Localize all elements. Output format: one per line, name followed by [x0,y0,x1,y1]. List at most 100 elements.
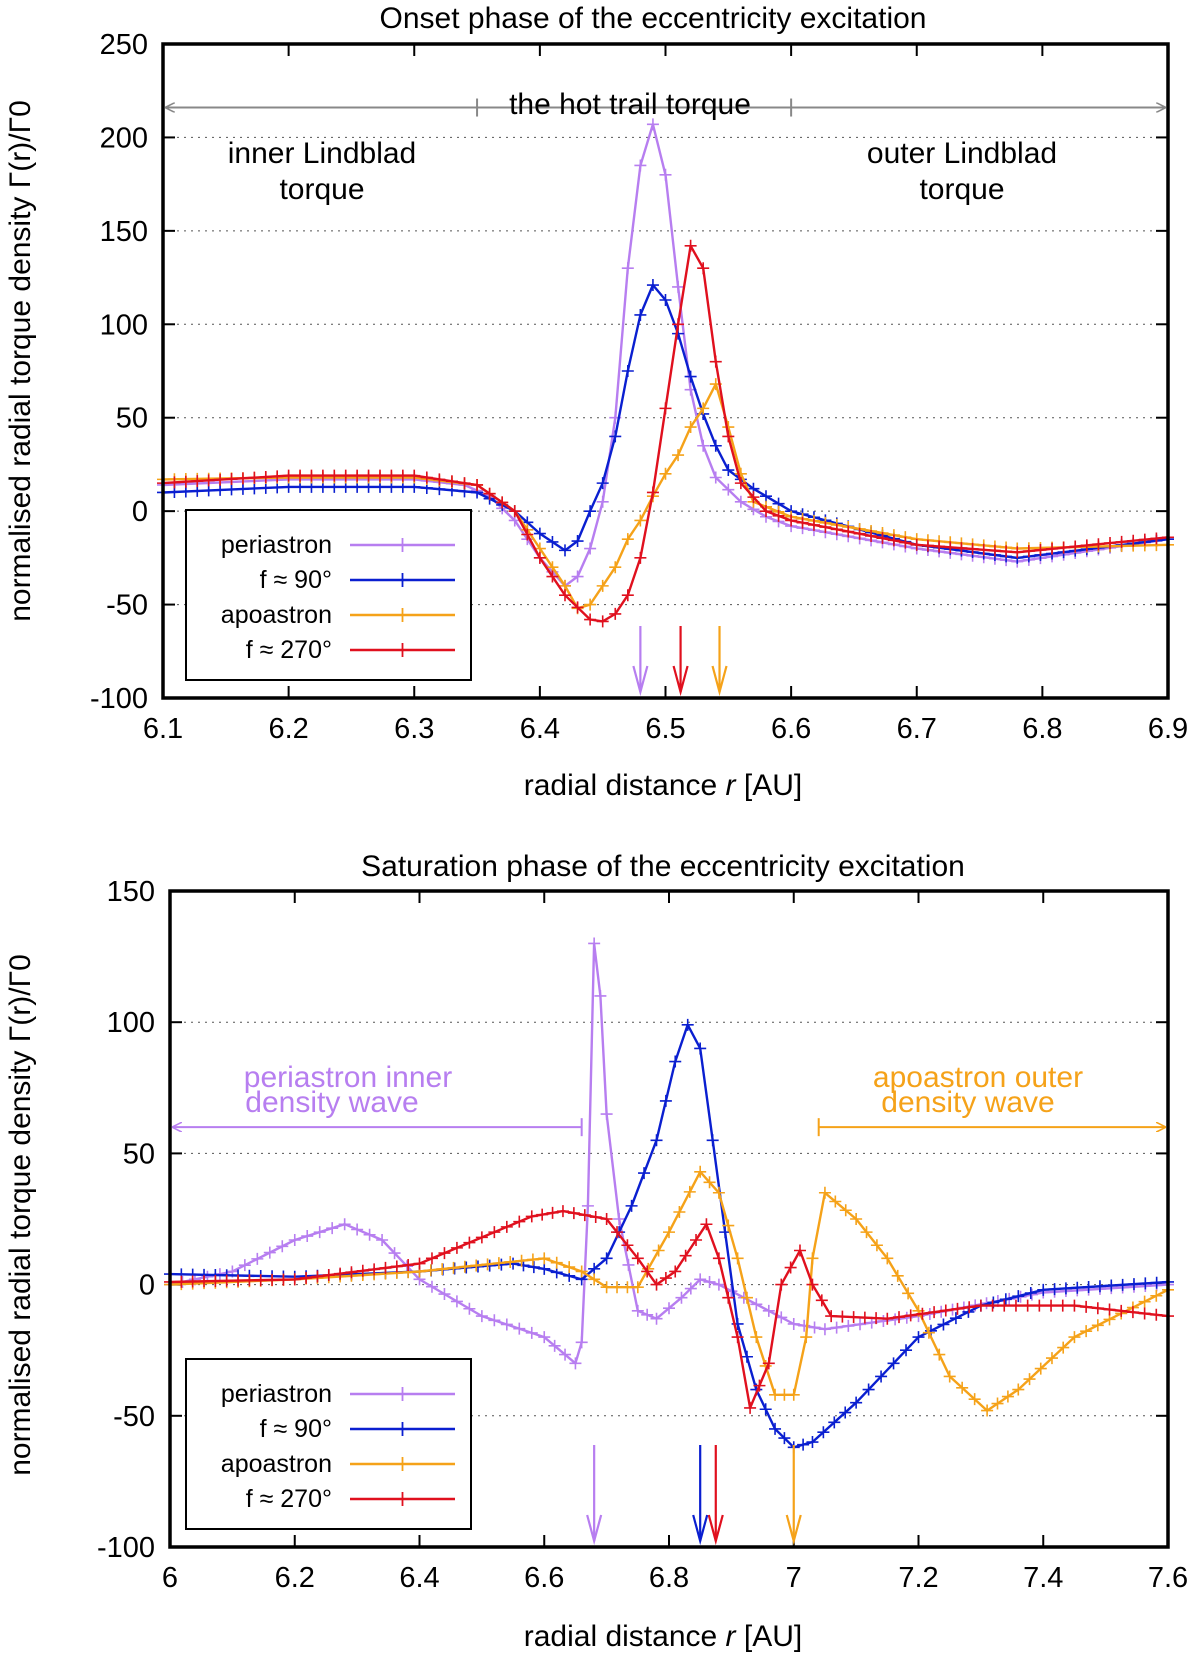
data-point [830,1321,843,1334]
data-point [703,1176,716,1189]
data-point [569,1357,582,1370]
data-point [1126,1306,1139,1319]
data-point [681,1018,694,1031]
legend-label-periastron: periastron [221,531,332,559]
x-tick-label: 6.6 [771,713,811,745]
data-point [1080,1325,1093,1338]
x-tick-label: 7.4 [1023,1562,1063,1594]
data-point [731,1331,744,1344]
arrow-f-90 [692,1445,709,1546]
data-point [238,1259,251,1272]
y-axis-label: normalised radial torque density Γ(r)/Γ0 [4,954,37,1476]
legend-label-apoastron: apoastron [221,601,332,629]
data-point [712,1252,725,1265]
data-point [722,1219,735,1232]
data-point [839,1204,852,1217]
data-point [659,168,672,181]
data-point [571,570,584,583]
legend-samples [350,538,455,657]
data-point [646,486,659,499]
data-point [609,430,622,443]
data-point [722,464,735,477]
axis-ticks: -100 -50 0 50 100 150 6 6.2 6.4 6.6 6.8 7 7.2 7.4 7.6 [97,876,1188,1594]
data-point [263,1246,276,1259]
data-point [839,1406,852,1419]
data-point [819,521,832,534]
apoastron-outer-label-line1: apoastron outer [873,1061,1083,1094]
data-point [862,1383,875,1396]
data-point [259,481,272,494]
data-point [697,439,710,452]
data-point [847,1311,860,1324]
arrow-apoastron [785,1445,802,1546]
x-tick-label: 6.4 [399,1562,439,1594]
data-point [784,1261,797,1274]
data-point [175,1275,188,1288]
data-point [734,495,747,508]
data-point [613,1213,626,1225]
data-point [546,1206,559,1219]
data-point [621,1239,634,1252]
data-point [1057,1341,1070,1354]
series-line [169,1023,1169,1449]
data-point [500,1220,513,1233]
data-point [1022,545,1035,558]
series-f-270 [157,239,1174,628]
data-point [243,1274,256,1287]
data-point [887,1357,900,1370]
data-point [609,561,622,574]
data-point [1033,1299,1046,1312]
data-point [652,1244,665,1257]
data-point [818,1186,831,1199]
data-point [762,1357,775,1370]
data-point [588,1273,601,1286]
data-point [709,471,722,484]
data-point [420,471,433,484]
data-point [858,1311,871,1324]
data-point [492,1257,505,1270]
data-point [198,1275,211,1288]
data-point [621,1281,634,1294]
data-point [1150,1308,1163,1321]
x-tick-label: 6.9 [1148,713,1188,745]
data-point [951,1302,964,1315]
data-point [750,1298,763,1311]
axis-ticks: -100 -50 0 50 100 150 200 250 6.1 6.2 6.3 6.4 6.5 6.6… [90,29,1188,745]
data-point [694,1165,707,1178]
data-point [450,1241,463,1254]
data-point [731,1252,744,1265]
data-point [986,1299,999,1312]
data-point [209,1275,222,1288]
data-point [1024,1287,1037,1299]
data-point [887,534,900,547]
legend-box [185,509,472,681]
data-point [507,1257,520,1270]
data-point [276,1240,289,1253]
data-point [778,1432,791,1445]
data-point [458,1260,471,1273]
data-point [388,1247,401,1260]
data-point [808,1321,821,1334]
data-point [550,1256,563,1269]
data-point [683,1185,696,1198]
data-point [807,518,820,531]
data-point [578,1209,591,1222]
data-point [504,1255,517,1268]
data-point [334,1267,347,1280]
data-point [508,505,521,518]
data-point [300,1271,313,1284]
data-point [584,505,597,518]
y-tick-label: 200 [100,122,148,154]
data-point [345,1266,358,1279]
data-point [368,1263,381,1276]
chart-title: Onset phase of the eccentricity excitati… [380,2,927,35]
data-point [513,1215,526,1228]
data-point [559,589,571,602]
data-point [988,544,1001,557]
data-point [581,1199,594,1212]
data-point [600,1213,613,1225]
data-point [458,477,471,490]
data-point [311,1270,324,1283]
data-point [815,1294,828,1307]
data-point [575,1336,588,1349]
